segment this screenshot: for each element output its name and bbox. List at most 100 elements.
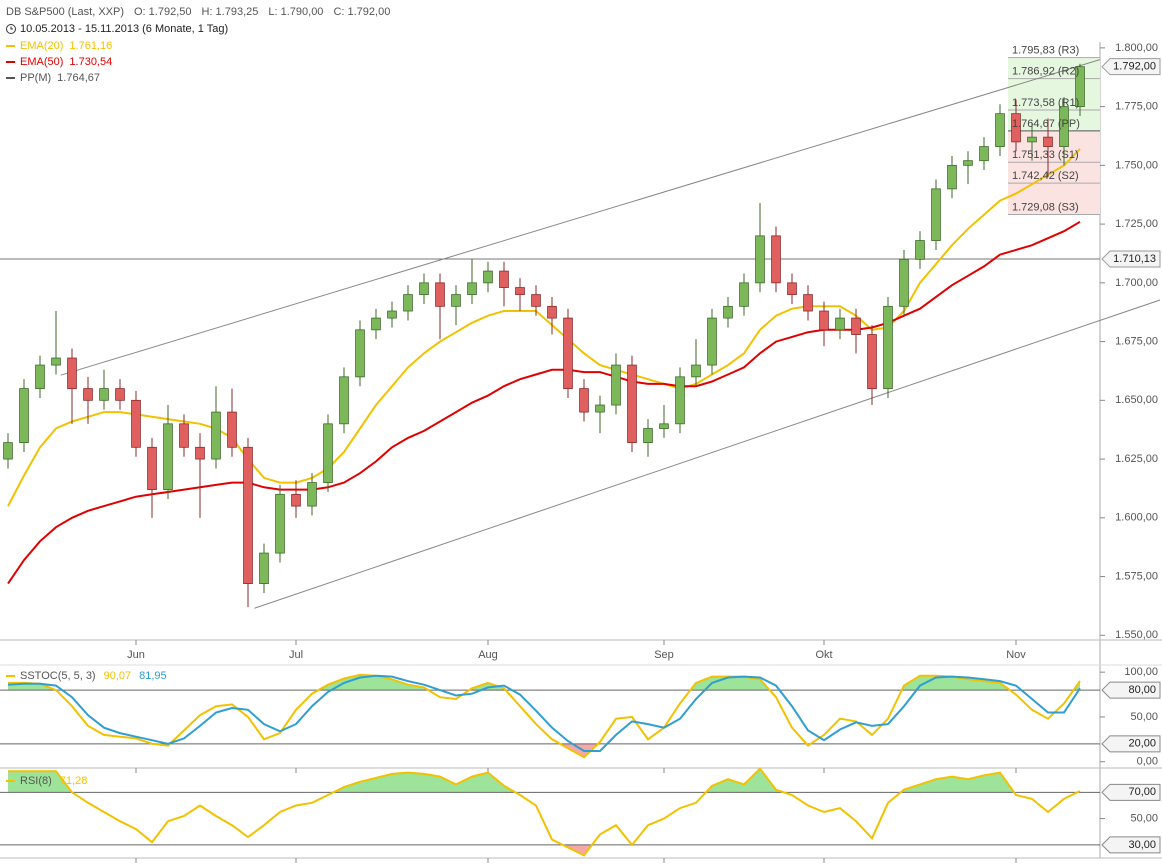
candle-body [83, 388, 93, 401]
legend-value: 81,95 [139, 670, 167, 682]
quote: L: 1.790,00 [268, 6, 323, 18]
candle-body [947, 164, 957, 190]
candle-body [3, 442, 13, 460]
candle-body [787, 282, 797, 295]
y-tick-label: 1.550,00 [1115, 629, 1158, 641]
candle-body [147, 446, 157, 491]
price-box-label: 20,00 [1128, 738, 1156, 750]
candle-body [739, 282, 749, 307]
candle-body [179, 423, 189, 448]
ma-line [7, 220, 1081, 585]
candle-body [675, 376, 685, 425]
candle-body [771, 235, 781, 284]
trend-line [254, 299, 1161, 609]
legend-name: EMA(50) [20, 56, 63, 68]
y-tick-label: 1.575,00 [1115, 570, 1158, 582]
candle-body [595, 404, 605, 413]
subtitle: 10.05.2013 - 15.11.2013 (6 Monate, 1 Tag… [20, 23, 228, 35]
quote: O: 1.792,50 [134, 6, 192, 18]
candle-body [611, 364, 621, 406]
candle-body [1043, 136, 1053, 147]
candle-body [131, 399, 141, 448]
y-tick-label: 1.775,00 [1115, 101, 1158, 113]
overbought-fill [8, 770, 1080, 793]
candle-body [819, 310, 829, 331]
y-tick-label: 1.600,00 [1115, 512, 1158, 524]
price-box [1101, 58, 1161, 76]
clock-icon [6, 24, 16, 34]
candle-body [467, 282, 477, 295]
y-tick-label: 1.725,00 [1115, 218, 1158, 230]
candle-body [163, 423, 173, 491]
candle-body [963, 160, 973, 166]
candle-body [323, 423, 333, 483]
price-plot [0, 57, 1161, 609]
pivot-label: 1.764,67 (PP) [1012, 118, 1080, 130]
candle-body [275, 493, 285, 554]
candle-body [883, 305, 893, 389]
candle-body [531, 294, 541, 307]
candle-body [835, 317, 845, 331]
candle-body [115, 388, 125, 401]
legend-name: PP(M) [20, 72, 51, 84]
y-tick-label: 1.800,00 [1115, 42, 1158, 54]
x-tick-label: Jun [127, 649, 145, 661]
overbought-fill [8, 674, 1080, 691]
chart-title: DB S&P500 (Last, XXP) [6, 6, 124, 18]
legend-value: 71,28 [60, 775, 88, 787]
candle-body [291, 493, 301, 507]
quote: H: 1.793,25 [202, 6, 259, 18]
pivot-label: 1.773,58 (R1) [1012, 97, 1079, 109]
candle-body [387, 310, 397, 319]
legend-value: 1.730,54 [69, 56, 112, 68]
candle-body [227, 411, 237, 448]
y-tick-label: 0,00 [1137, 756, 1158, 768]
pivot-label: 1.751,33 (S1) [1012, 149, 1079, 161]
candle-body [499, 270, 509, 288]
price-box [1101, 783, 1161, 801]
trend-line [60, 59, 1101, 376]
candle-body [723, 305, 733, 319]
legend-value: 1.764,67 [57, 72, 100, 84]
pivot-label: 1.729,08 (S3) [1012, 201, 1079, 213]
candle-body [1011, 113, 1021, 143]
price-box [1101, 836, 1161, 854]
candle-body [67, 357, 77, 389]
candle-body [643, 428, 653, 444]
candle-body [691, 364, 701, 378]
candle-body [99, 388, 109, 401]
candle-body [899, 258, 909, 307]
candle-body [915, 240, 925, 260]
x-tick-label: Jul [289, 649, 303, 661]
candle-body [851, 317, 861, 335]
x-tick-label: Nov [1006, 649, 1026, 661]
clock-icon [10, 26, 13, 30]
quote: C: 1.792,00 [333, 6, 390, 18]
x-tick-label: Okt [815, 649, 832, 661]
candle-body [307, 482, 317, 507]
pivot-label: 1.786,92 (R2) [1012, 66, 1079, 78]
pivot-label: 1.795,83 (R3) [1012, 45, 1079, 57]
pivot-zone-down [1008, 130, 1100, 215]
price-box-label: 70,00 [1128, 786, 1156, 798]
y-tick-label: 50,00 [1130, 711, 1158, 723]
candle-body [243, 446, 253, 585]
candle-body [707, 317, 717, 366]
x-tick-label: Sep [654, 649, 674, 661]
candle-body [979, 146, 989, 162]
candle-body [1059, 106, 1069, 147]
candle-body [403, 294, 413, 312]
price-box [1101, 681, 1161, 699]
indicator-title: SSTOC(5, 5, 3) [20, 670, 96, 682]
candle-body [803, 294, 813, 312]
candle-body [995, 113, 1005, 147]
candle-body [867, 334, 877, 389]
candle-body [19, 388, 29, 444]
y-tick-label: 1.750,00 [1115, 159, 1158, 171]
candle-body [563, 317, 573, 389]
candle-body [1075, 66, 1085, 108]
candle-body [435, 282, 445, 307]
candle-body [547, 305, 557, 319]
candle-body [339, 376, 349, 425]
